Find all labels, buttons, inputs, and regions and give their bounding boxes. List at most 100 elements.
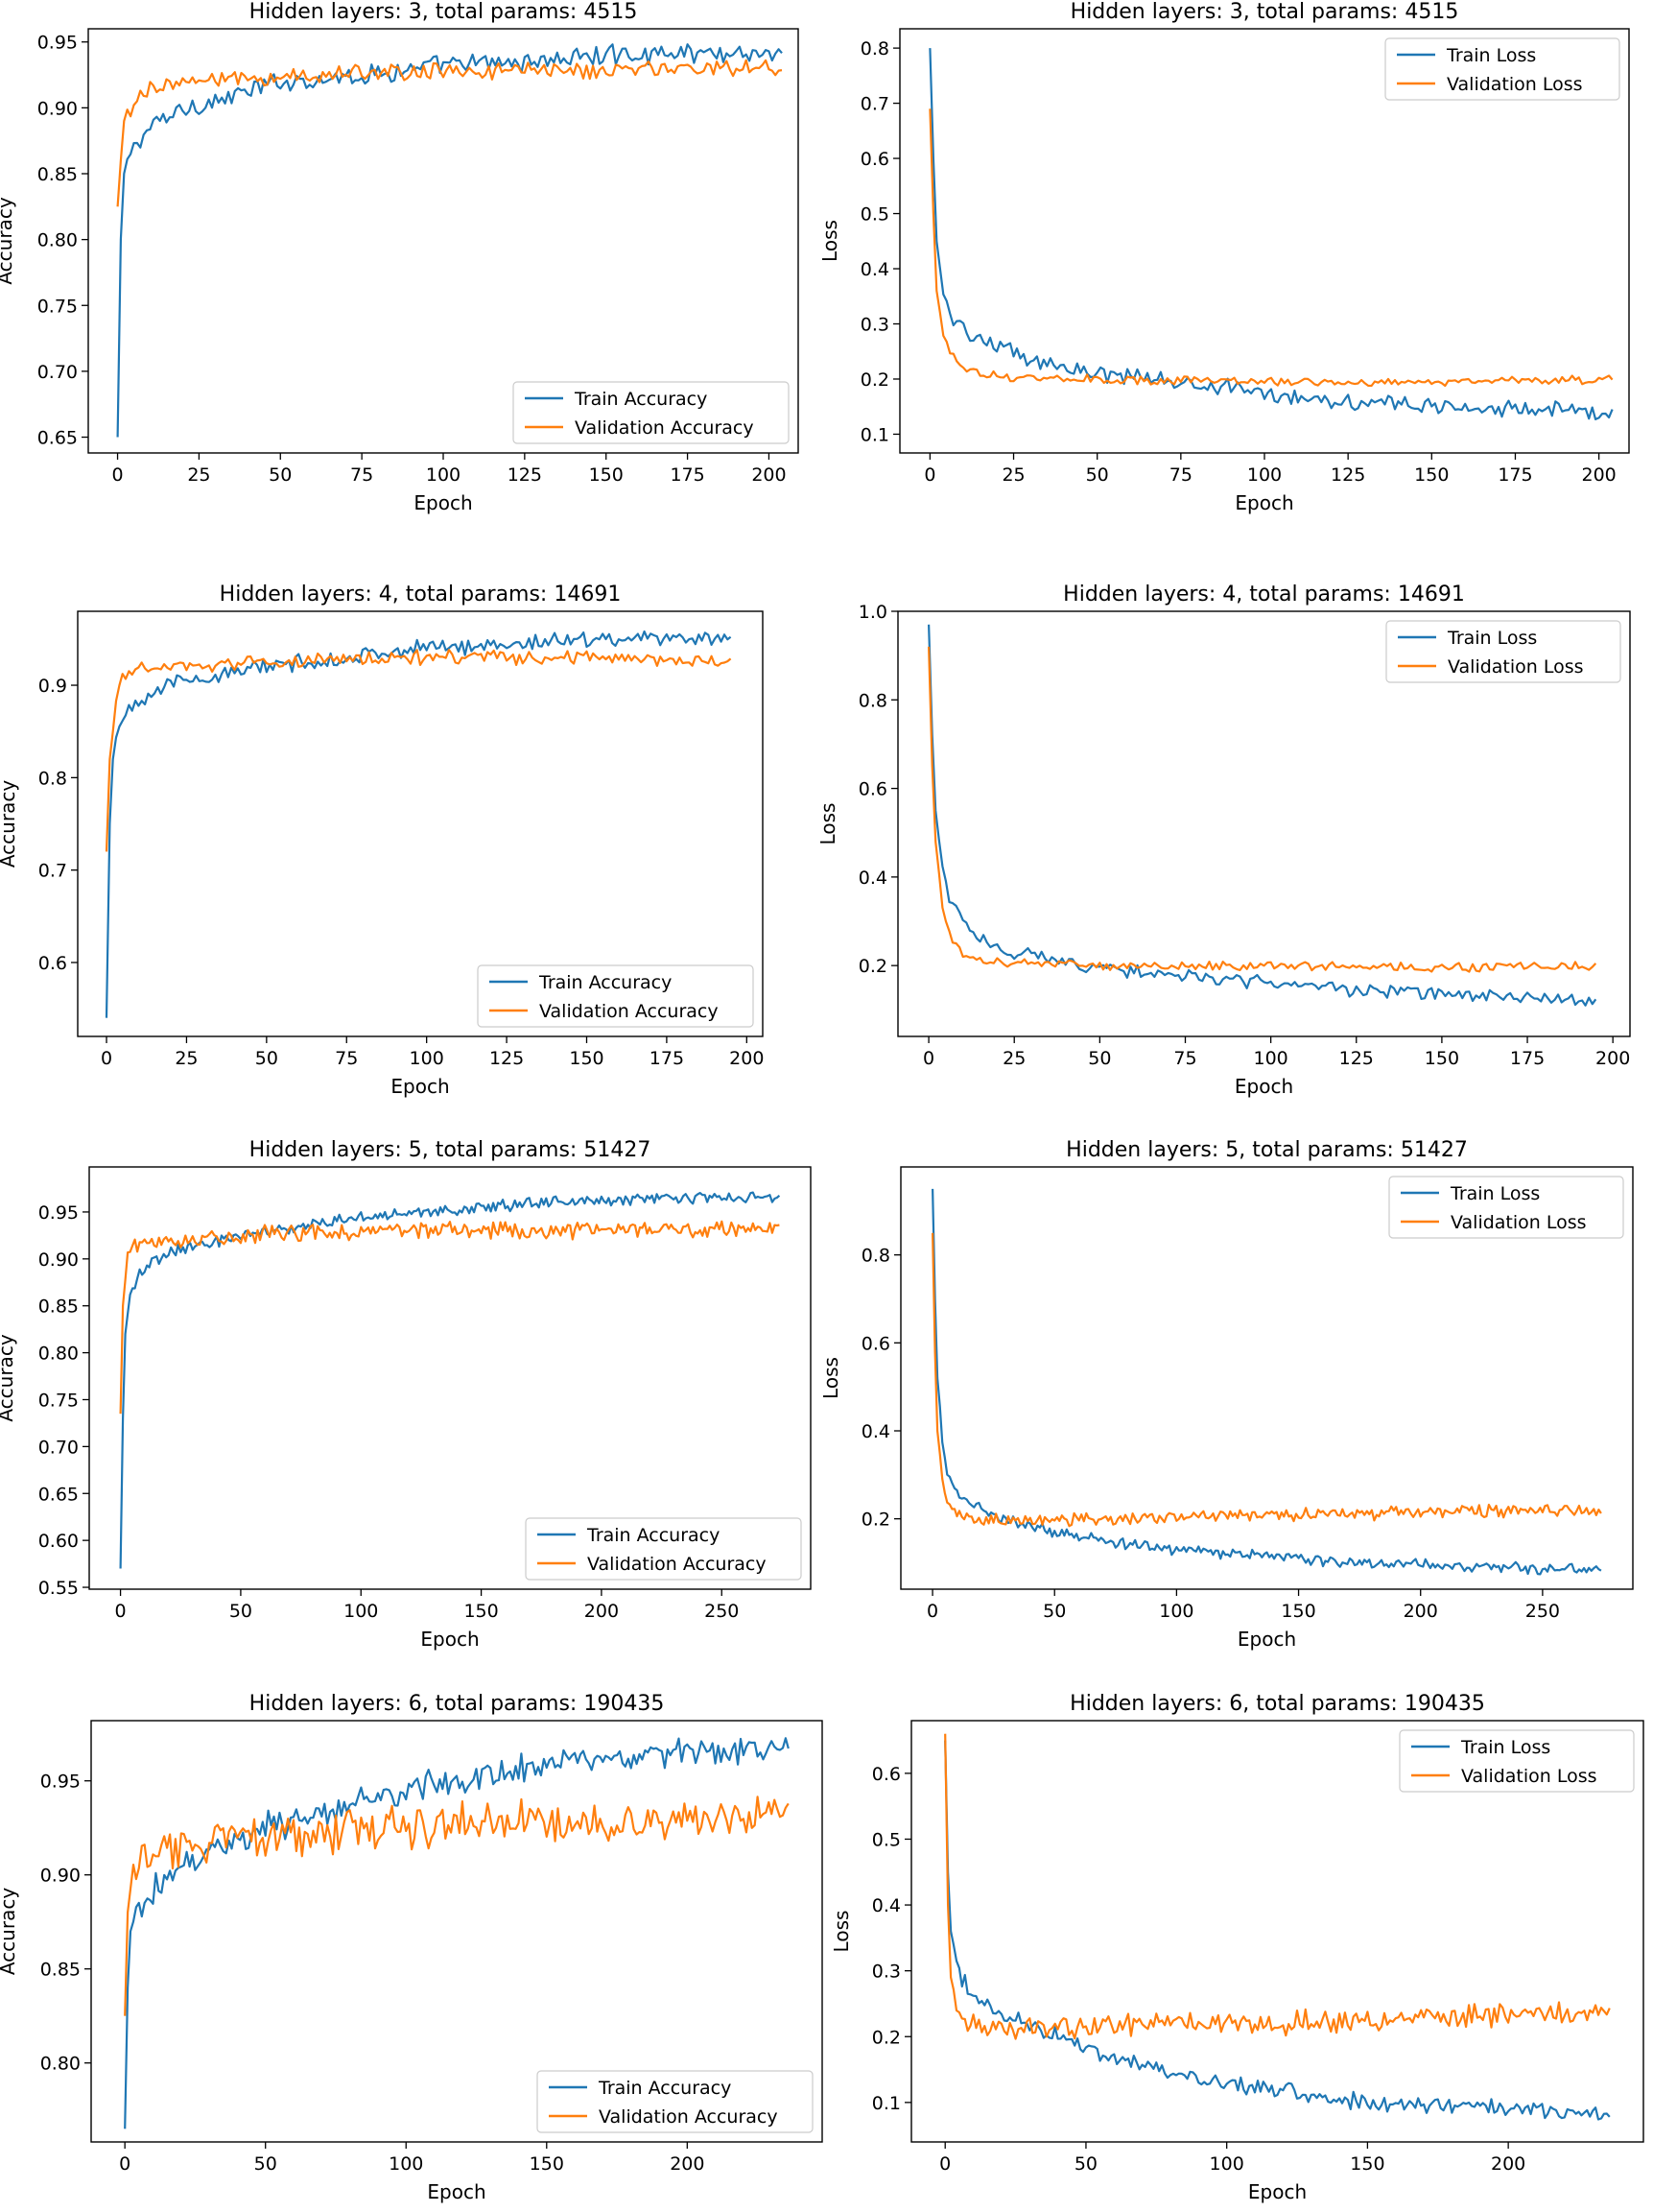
- legend: Train Accuracy Validation Accuracy: [536, 2070, 814, 2133]
- series-line-validation-accuracy: [116, 59, 783, 207]
- y-tick-label: 0.55: [38, 1578, 79, 1599]
- series-line-validation-loss: [929, 108, 1614, 388]
- y-tick-label: 0.9: [38, 676, 67, 697]
- chart-title: Hidden layers: 6, total params: 190435: [249, 1692, 665, 1716]
- legend-label: Validation Accuracy: [599, 2106, 778, 2128]
- x-tick-label: 50: [255, 1048, 278, 1069]
- y-tick-label: 0.80: [37, 230, 78, 251]
- x-tick-label: 50: [254, 2153, 277, 2175]
- y-tick-label: 0.6: [862, 1333, 890, 1354]
- x-tick-label: 250: [1525, 1601, 1560, 1622]
- x-axis-label: Epoch: [427, 2180, 485, 2203]
- y-tick-label: 1.0: [859, 602, 887, 623]
- y-tick-label: 0.2: [859, 956, 887, 977]
- y-tick-label: 0.95: [40, 1772, 81, 1793]
- y-axis-label: Accuracy: [0, 1888, 19, 1975]
- y-tick-label: 0.65: [37, 428, 78, 449]
- x-tick-label: 100: [426, 464, 460, 486]
- y-tick-label: 0.90: [37, 98, 78, 119]
- y-tick-label: 0.4: [862, 1421, 890, 1442]
- x-tick-label: 250: [704, 1601, 739, 1622]
- x-tick-label: 0: [923, 1048, 934, 1069]
- legend-label: Train Loss: [1446, 45, 1536, 66]
- x-tick-label: 150: [1414, 464, 1449, 486]
- legend-box: [1385, 620, 1621, 683]
- series-line-validation-loss: [944, 1733, 1611, 2040]
- y-tick-label: 0.5: [872, 1829, 901, 1850]
- x-tick-label: 200: [729, 1048, 764, 1069]
- legend-label: Train Accuracy: [586, 1525, 720, 1546]
- x-tick-label: 75: [1173, 1048, 1196, 1069]
- legend-label: Validation Loss: [1451, 1212, 1587, 1233]
- x-tick-label: 50: [1088, 1048, 1111, 1069]
- series-line-train-loss: [928, 624, 1597, 1007]
- y-tick-label: 0.1: [861, 424, 889, 445]
- x-tick-label: 75: [350, 464, 373, 486]
- y-tick-label: 0.95: [37, 33, 78, 54]
- legend-label: Validation Loss: [1448, 656, 1584, 678]
- x-tick-label: 200: [584, 1601, 619, 1622]
- x-tick-label: 125: [1331, 464, 1365, 486]
- legend-box: [512, 381, 790, 444]
- plot-frame: [90, 1720, 823, 2143]
- chart-title: Hidden layers: 5, total params: 51427: [249, 1138, 651, 1162]
- legend-label: Train Accuracy: [598, 2078, 731, 2099]
- y-axis-label: Accuracy: [0, 780, 19, 868]
- x-tick-label: 150: [530, 2153, 564, 2175]
- y-tick-label: 0.65: [38, 1484, 79, 1505]
- x-tick-label: 100: [343, 1601, 378, 1622]
- y-tick-label: 0.3: [861, 315, 889, 336]
- y-tick-label: 0.2: [872, 2027, 901, 2048]
- y-tick-label: 0.90: [38, 1249, 79, 1271]
- y-axis-label: Accuracy: [0, 1334, 17, 1421]
- x-tick-label: 200: [1404, 1601, 1438, 1622]
- chart-panel-1: Hidden layers: 3, total params: 4515 0 25 5…: [0, 0, 799, 514]
- legend: Train Loss Validation Loss: [1385, 620, 1621, 683]
- legend-label: Validation Accuracy: [539, 1001, 719, 1022]
- y-axis-label: Loss: [819, 1357, 842, 1399]
- chart-panel-5: Hidden layers: 5, total params: 51427 0 50…: [0, 1138, 812, 1651]
- x-tick-label: 125: [508, 464, 542, 486]
- y-tick-label: 0.8: [862, 1246, 890, 1267]
- x-tick-label: 25: [187, 464, 210, 486]
- x-tick-label: 50: [1043, 1601, 1066, 1622]
- y-tick-label: 0.5: [861, 204, 889, 226]
- chart-panel-2: Hidden layers: 3, total params: 4515 0 25 5…: [818, 0, 1630, 514]
- x-axis-label: Epoch: [1248, 2180, 1307, 2203]
- plot-frame: [897, 610, 1631, 1037]
- y-tick-label: 0.6: [859, 779, 887, 800]
- plot-frame: [899, 28, 1630, 454]
- chart-panel-6: Hidden layers: 5, total params: 51427 0 50…: [819, 1138, 1634, 1651]
- x-tick-label: 100: [410, 1048, 444, 1069]
- x-tick-label: 50: [229, 1601, 252, 1622]
- x-tick-label: 175: [1498, 464, 1532, 486]
- x-tick-label: 200: [1595, 1048, 1630, 1069]
- x-tick-label: 0: [924, 464, 935, 486]
- x-tick-label: 175: [649, 1048, 684, 1069]
- chart-title: Hidden layers: 4, total params: 14691: [1063, 583, 1465, 607]
- series-line-validation-loss: [932, 1232, 1602, 1528]
- series-line-validation-accuracy: [119, 1220, 780, 1415]
- x-tick-label: 100: [1253, 1048, 1287, 1069]
- x-tick-label: 150: [1350, 2153, 1384, 2175]
- x-axis-label: Epoch: [1235, 491, 1293, 514]
- x-axis-label: Epoch: [390, 1075, 449, 1098]
- x-tick-label: 100: [1210, 2153, 1244, 2175]
- plot-frame: [77, 610, 764, 1037]
- x-tick-label: 125: [489, 1048, 524, 1069]
- x-tick-label: 25: [175, 1048, 198, 1069]
- y-tick-label: 0.4: [872, 1895, 901, 1916]
- y-tick-label: 0.70: [37, 362, 78, 383]
- y-tick-label: 0.8: [38, 768, 67, 789]
- legend-box: [1384, 37, 1620, 101]
- legend-label: Train Accuracy: [574, 389, 707, 410]
- y-tick-label: 0.4: [861, 259, 889, 280]
- y-tick-label: 0.7: [38, 861, 67, 882]
- chart-title: Hidden layers: 4, total params: 14691: [220, 583, 622, 607]
- y-tick-label: 0.6: [38, 953, 67, 974]
- x-tick-label: 0: [115, 1601, 127, 1622]
- y-tick-label: 0.80: [38, 1344, 79, 1365]
- legend: Train Loss Validation Loss: [1388, 1176, 1624, 1239]
- series-line-train-accuracy: [124, 1737, 790, 2129]
